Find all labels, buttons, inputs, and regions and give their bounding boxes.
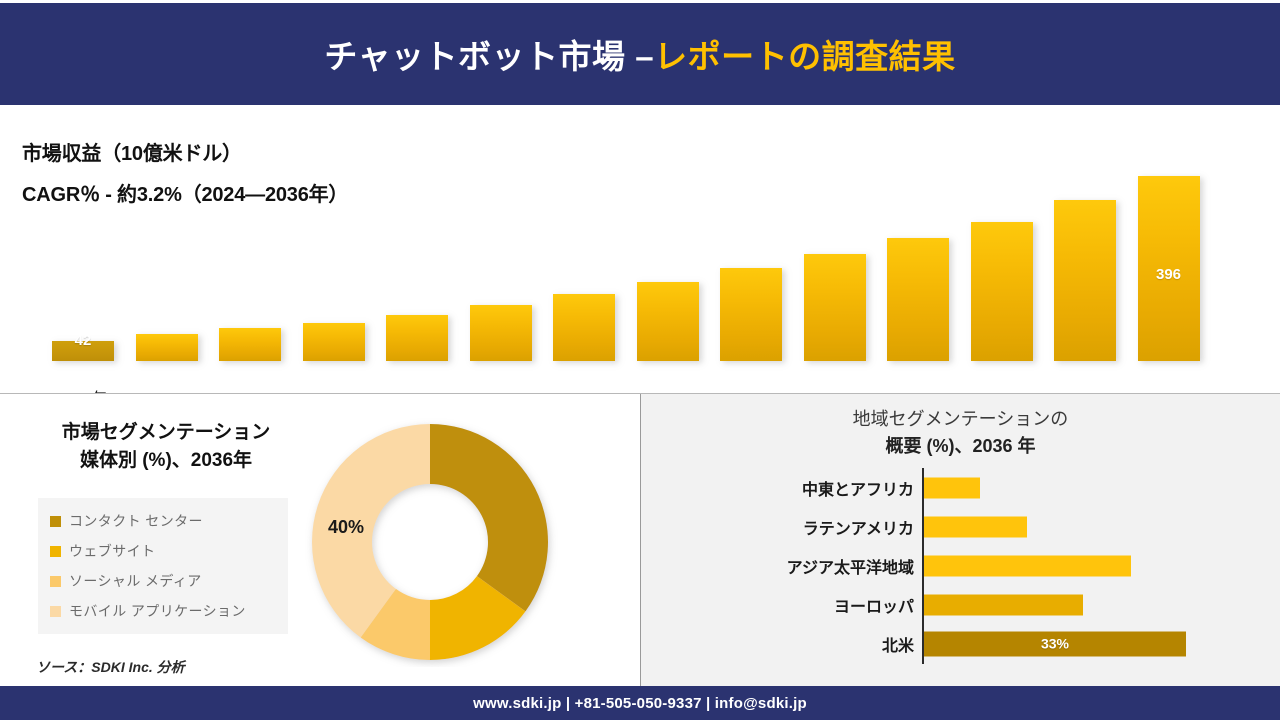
revenue-bar bbox=[970, 222, 1033, 361]
region-row: ラテンアメリカ bbox=[641, 507, 1280, 546]
bar-column: 2027年 bbox=[386, 315, 448, 433]
page-title-primary: チャットボット市場 – bbox=[324, 38, 655, 75]
header-banner: チャットボット市場 –レポートの調査結果 bbox=[0, 3, 1280, 105]
page-title-accent: レポートの調査結果 bbox=[654, 38, 956, 75]
vertical-divider bbox=[640, 394, 641, 686]
revenue-bar bbox=[1054, 200, 1116, 361]
source-note: ソース：SDKI Inc. 分析 bbox=[36, 659, 185, 675]
region-row: ヨーロッパ bbox=[641, 585, 1280, 624]
donut-svg bbox=[312, 424, 548, 660]
bar-column: 3962036年 bbox=[1137, 176, 1200, 572]
donut-chart: 40% bbox=[300, 417, 560, 667]
bar-column: 2024年 bbox=[135, 334, 198, 414]
revenue-bar bbox=[803, 254, 866, 361]
cagr-caption: CAGR％ - 約3.2%（2024―2036年） bbox=[22, 184, 349, 206]
donut-title-line1: 市場セグメンテーション bbox=[61, 422, 271, 443]
footer-banner: www.sdki.jp | +81-505-050-9337 | info@sd… bbox=[0, 686, 1280, 720]
region-title-line2: 概要 (%)、2036 年 bbox=[885, 436, 1036, 456]
revenue-axis-caption: 市場収益（10億米ドル） bbox=[22, 143, 242, 165]
region-title: 地域セグメンテーションの 概要 (%)、2036 年 bbox=[641, 406, 1280, 460]
legend-item[interactable]: モバイル アプリケーション bbox=[38, 596, 288, 626]
revenue-bar bbox=[52, 341, 114, 361]
revenue-bar bbox=[386, 315, 448, 361]
donut-slice[interactable] bbox=[430, 576, 526, 660]
region-bar-value-label: 33% bbox=[1040, 635, 1070, 651]
legend-item[interactable]: ソーシャル メディア bbox=[38, 566, 288, 596]
region-title-line1: 地域セグメンテーションの bbox=[852, 409, 1069, 429]
horizontal-divider bbox=[0, 393, 1280, 394]
donut-slice[interactable] bbox=[430, 424, 548, 612]
bar-column: 2029年 bbox=[553, 294, 615, 454]
bar-column: 422023年 bbox=[52, 332, 114, 407]
region-row: アジア太平洋地域 bbox=[641, 546, 1280, 585]
bar-column: 2030年 bbox=[636, 282, 699, 466]
region-label: アジア太平洋地域 bbox=[786, 559, 914, 577]
donut-legend: コンタクト センター ウェブサイトソーシャル メディアモバイル アプリケーション bbox=[38, 498, 288, 634]
revenue-bars: 422023年 2024年 2025年 2026年 2027年 2028年 2029年 203… bbox=[52, 105, 1228, 572]
region-axis-line bbox=[922, 468, 924, 664]
revenue-bar bbox=[720, 268, 782, 361]
legend-swatch-icon bbox=[50, 515, 61, 527]
region-label: 北米 bbox=[881, 637, 914, 655]
page-title: チャットボット市場 –レポートの調査結果 bbox=[324, 30, 955, 78]
revenue-bar bbox=[636, 282, 699, 361]
region-label: 中東とアフリカ bbox=[801, 481, 914, 499]
revenue-subtitle-block: 市場収益（10億米ドル） CAGR％ - 約3.2%（2024―2036年） bbox=[22, 137, 348, 207]
bar-value-label: 396 bbox=[1155, 266, 1182, 283]
region-row: 北米 33% bbox=[641, 624, 1280, 663]
donut-title: 市場セグメンテーション 媒体別 (%)、2036年 bbox=[26, 419, 306, 474]
region-row: 中東とアフリカ bbox=[641, 468, 1280, 507]
legend-swatch-icon bbox=[50, 605, 61, 617]
legend-item[interactable]: ウェブサイト bbox=[38, 536, 288, 566]
region-bar bbox=[924, 555, 1131, 576]
bar-column: 2026年 bbox=[302, 323, 365, 425]
legend-swatch-icon bbox=[50, 545, 61, 557]
region-bars: 中東とアフリカ ラテンアメリカアジア太平洋地域ヨーロッパ北米 33% bbox=[641, 468, 1280, 668]
region-label: ヨーロッパ bbox=[833, 598, 914, 616]
bar-column: 2033年 bbox=[887, 238, 949, 510]
revenue-bar bbox=[302, 323, 365, 361]
legend-swatch-icon bbox=[50, 575, 61, 587]
donut-title-line2: 媒体別 (%)、2036年 bbox=[79, 449, 253, 471]
legend-item-label: コンタクト センター bbox=[69, 513, 203, 529]
bar-column: 2034年 bbox=[970, 222, 1033, 526]
region-bar: 33% bbox=[924, 631, 1186, 656]
region-label: ラテンアメリカ bbox=[802, 520, 914, 538]
bar-column: 2032年 bbox=[803, 254, 866, 494]
bar-value-label: 42 bbox=[74, 332, 92, 349]
legend-item-label: ソーシャル メディア bbox=[69, 573, 202, 589]
revenue-bar bbox=[553, 294, 615, 361]
media-segmentation-panel: 市場セグメンテーション 媒体別 (%)、2036年 コンタクト センター ウェブサ… bbox=[0, 394, 640, 686]
region-bar bbox=[924, 594, 1083, 615]
revenue-bar bbox=[887, 238, 949, 361]
bar-column: 2025年 bbox=[219, 328, 281, 420]
legend-item-label: モバイル アプリケーション bbox=[69, 603, 246, 619]
legend-item-label: ウェブサイト bbox=[69, 543, 156, 559]
legend-item[interactable]: コンタクト センター bbox=[38, 506, 288, 536]
revenue-bar bbox=[135, 334, 198, 361]
bar-column: 2031年 bbox=[720, 268, 782, 480]
region-segmentation-panel: 地域セグメンテーションの 概要 (%)、2036 年 中東とアフリカ ラテンアメリ… bbox=[641, 394, 1280, 686]
donut-slice[interactable] bbox=[360, 588, 430, 660]
revenue-bar-chart-panel: 市場収益（10億米ドル） CAGR％ - 約3.2%（2024―2036年） 4… bbox=[0, 105, 1280, 572]
footer-contact-text: www.sdki.jp | +81-505-050-9337 | info@sd… bbox=[473, 694, 807, 712]
revenue-bar bbox=[469, 305, 532, 361]
revenue-bar bbox=[1137, 176, 1200, 361]
region-bar bbox=[924, 516, 1027, 537]
donut-slice[interactable] bbox=[312, 424, 430, 638]
bar-column: 2028年 bbox=[469, 305, 532, 443]
donut-callout-label: 40% bbox=[328, 517, 365, 537]
region-bar bbox=[924, 477, 980, 498]
bar-column: 2035年 bbox=[1054, 200, 1116, 548]
revenue-bar bbox=[219, 328, 281, 361]
